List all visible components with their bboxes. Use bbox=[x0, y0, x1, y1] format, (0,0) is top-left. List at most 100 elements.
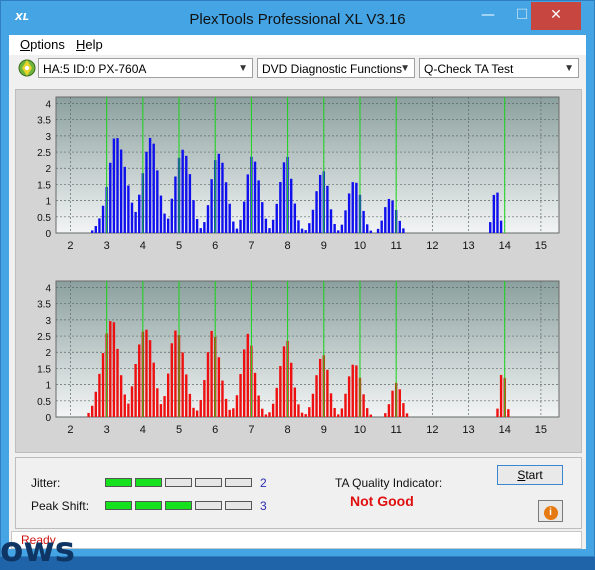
data-bar bbox=[402, 403, 405, 417]
test-select[interactable]: Q-Check TA Test ▼ bbox=[419, 58, 579, 78]
plextools-window: XL PlexTools Professional XL V3.16 — ☐ ✕… bbox=[0, 0, 595, 557]
x-tick-label: 8 bbox=[285, 240, 291, 252]
x-tick-label: 4 bbox=[140, 424, 146, 436]
data-bar bbox=[170, 343, 173, 417]
data-bar bbox=[492, 194, 496, 233]
data-bar bbox=[496, 408, 499, 417]
upper-chart: 4 3.5 3 2.5 2 1.5 1 0.5 0 2 3 4 5 6 7 8 9 10 11 12 13 14 15 bbox=[32, 91, 564, 252]
data-bar bbox=[221, 162, 224, 233]
data-bar bbox=[185, 155, 188, 233]
data-bar bbox=[210, 330, 213, 417]
data-bar bbox=[188, 393, 192, 417]
data-bar bbox=[391, 200, 394, 233]
maximize-button[interactable]: ☐ bbox=[515, 7, 529, 23]
data-bar bbox=[112, 138, 116, 233]
x-tick-label: 7 bbox=[248, 240, 254, 252]
data-bar bbox=[112, 322, 116, 417]
data-bar bbox=[127, 403, 130, 417]
lower-chart: 4 3.5 3 2.5 2 1.5 1 0.5 0 2 3 4 5 6 7 8 9 10 11 12 13 14 15 bbox=[32, 275, 564, 436]
data-bar bbox=[195, 410, 199, 417]
chevron-down-icon: ▼ bbox=[564, 63, 574, 74]
x-tick-label: 11 bbox=[390, 424, 401, 436]
y-tick-label: 0 bbox=[45, 229, 51, 240]
data-bar bbox=[192, 407, 195, 417]
data-bar bbox=[134, 211, 137, 233]
y-tick-label: 1.5 bbox=[37, 180, 51, 191]
data-bar bbox=[98, 218, 101, 233]
data-bar bbox=[145, 329, 148, 417]
info-button[interactable]: i bbox=[538, 500, 563, 522]
y-tick-label: 3.5 bbox=[37, 116, 51, 127]
data-bar bbox=[398, 389, 401, 417]
data-bar bbox=[308, 223, 311, 233]
x-tick-label: 9 bbox=[321, 240, 327, 252]
x-tick-label: 10 bbox=[354, 240, 366, 252]
function-select[interactable]: DVD Diagnostic Functions ▼ bbox=[257, 58, 415, 78]
data-bar bbox=[94, 391, 98, 417]
y-tick-label: 4 bbox=[45, 283, 51, 294]
data-bar bbox=[217, 357, 221, 417]
data-bar bbox=[98, 373, 101, 417]
data-bar bbox=[90, 230, 94, 233]
toolbar: HA:5 ID:0 PX-760A ▼ DVD Diagnostic Funct… bbox=[9, 55, 586, 83]
data-bar bbox=[127, 185, 130, 233]
x-tick-label: 13 bbox=[462, 240, 474, 252]
x-tick-label: 12 bbox=[426, 424, 438, 436]
data-bar bbox=[224, 398, 228, 417]
data-bar bbox=[228, 203, 231, 233]
data-bar bbox=[163, 396, 166, 417]
drive-select[interactable]: HA:5 ID:0 PX-760A ▼ bbox=[38, 58, 253, 78]
meter-segment bbox=[105, 501, 132, 510]
data-bar bbox=[116, 348, 119, 417]
data-bar bbox=[264, 414, 268, 417]
data-bar bbox=[362, 394, 365, 417]
y-tick-label: 1 bbox=[45, 381, 51, 392]
data-bar bbox=[87, 412, 90, 417]
data-bar bbox=[261, 202, 264, 233]
data-bar bbox=[318, 174, 322, 233]
minimize-button[interactable]: — bbox=[481, 7, 495, 23]
data-bar bbox=[203, 380, 206, 417]
data-bar bbox=[279, 366, 282, 417]
peak-shift-value: 3 bbox=[260, 499, 267, 513]
menu-help-mnemonic: H bbox=[76, 37, 86, 52]
data-bar bbox=[384, 207, 387, 233]
y-tick-label: 2 bbox=[45, 164, 51, 175]
data-bar bbox=[90, 405, 94, 417]
data-bar bbox=[188, 174, 192, 233]
y-tick-label: 4 bbox=[45, 99, 51, 110]
data-bar bbox=[156, 170, 159, 233]
data-bar bbox=[376, 228, 380, 233]
y-tick-label: 0.5 bbox=[37, 397, 51, 408]
data-bar bbox=[489, 222, 492, 233]
menu-options[interactable]: Options bbox=[20, 37, 65, 52]
data-bar bbox=[192, 200, 195, 233]
meter-segment bbox=[225, 501, 252, 510]
data-bar bbox=[138, 344, 141, 417]
y-tick-label: 1 bbox=[45, 197, 51, 208]
data-bar bbox=[337, 414, 340, 417]
data-bar bbox=[268, 228, 271, 233]
lower-chart-svg: 4 3.5 3 2.5 2 1.5 1 0.5 0 2 3 4 5 6 7 8 9 10 11 12 13 14 15 bbox=[37, 280, 560, 436]
x-tick-label: 6 bbox=[212, 240, 218, 252]
start-button[interactable]: Start bbox=[497, 465, 563, 485]
app-icon: XL bbox=[15, 12, 30, 23]
data-bar bbox=[347, 193, 351, 233]
data-bar bbox=[344, 210, 347, 233]
data-bar bbox=[101, 205, 105, 233]
x-tick-label: 5 bbox=[176, 240, 182, 252]
data-bar bbox=[293, 203, 297, 233]
x-tick-label: 10 bbox=[354, 424, 366, 436]
data-bar bbox=[138, 194, 141, 233]
data-bar bbox=[101, 353, 105, 417]
data-bar bbox=[145, 151, 148, 233]
close-button[interactable]: ✕ bbox=[531, 2, 581, 30]
client-area: Options Help HA:5 ID:0 PX-760A ▼ DVD Dia… bbox=[9, 35, 586, 549]
data-bar bbox=[387, 198, 391, 233]
y-tick-label: 1.5 bbox=[37, 364, 51, 375]
title-bar[interactable]: XL PlexTools Professional XL V3.16 — ☐ ✕ bbox=[1, 1, 594, 37]
data-bar bbox=[402, 228, 405, 233]
window-title: PlexTools Professional XL V3.16 bbox=[189, 11, 406, 28]
x-tick-label: 3 bbox=[104, 240, 110, 252]
menu-help[interactable]: Help bbox=[76, 37, 103, 52]
